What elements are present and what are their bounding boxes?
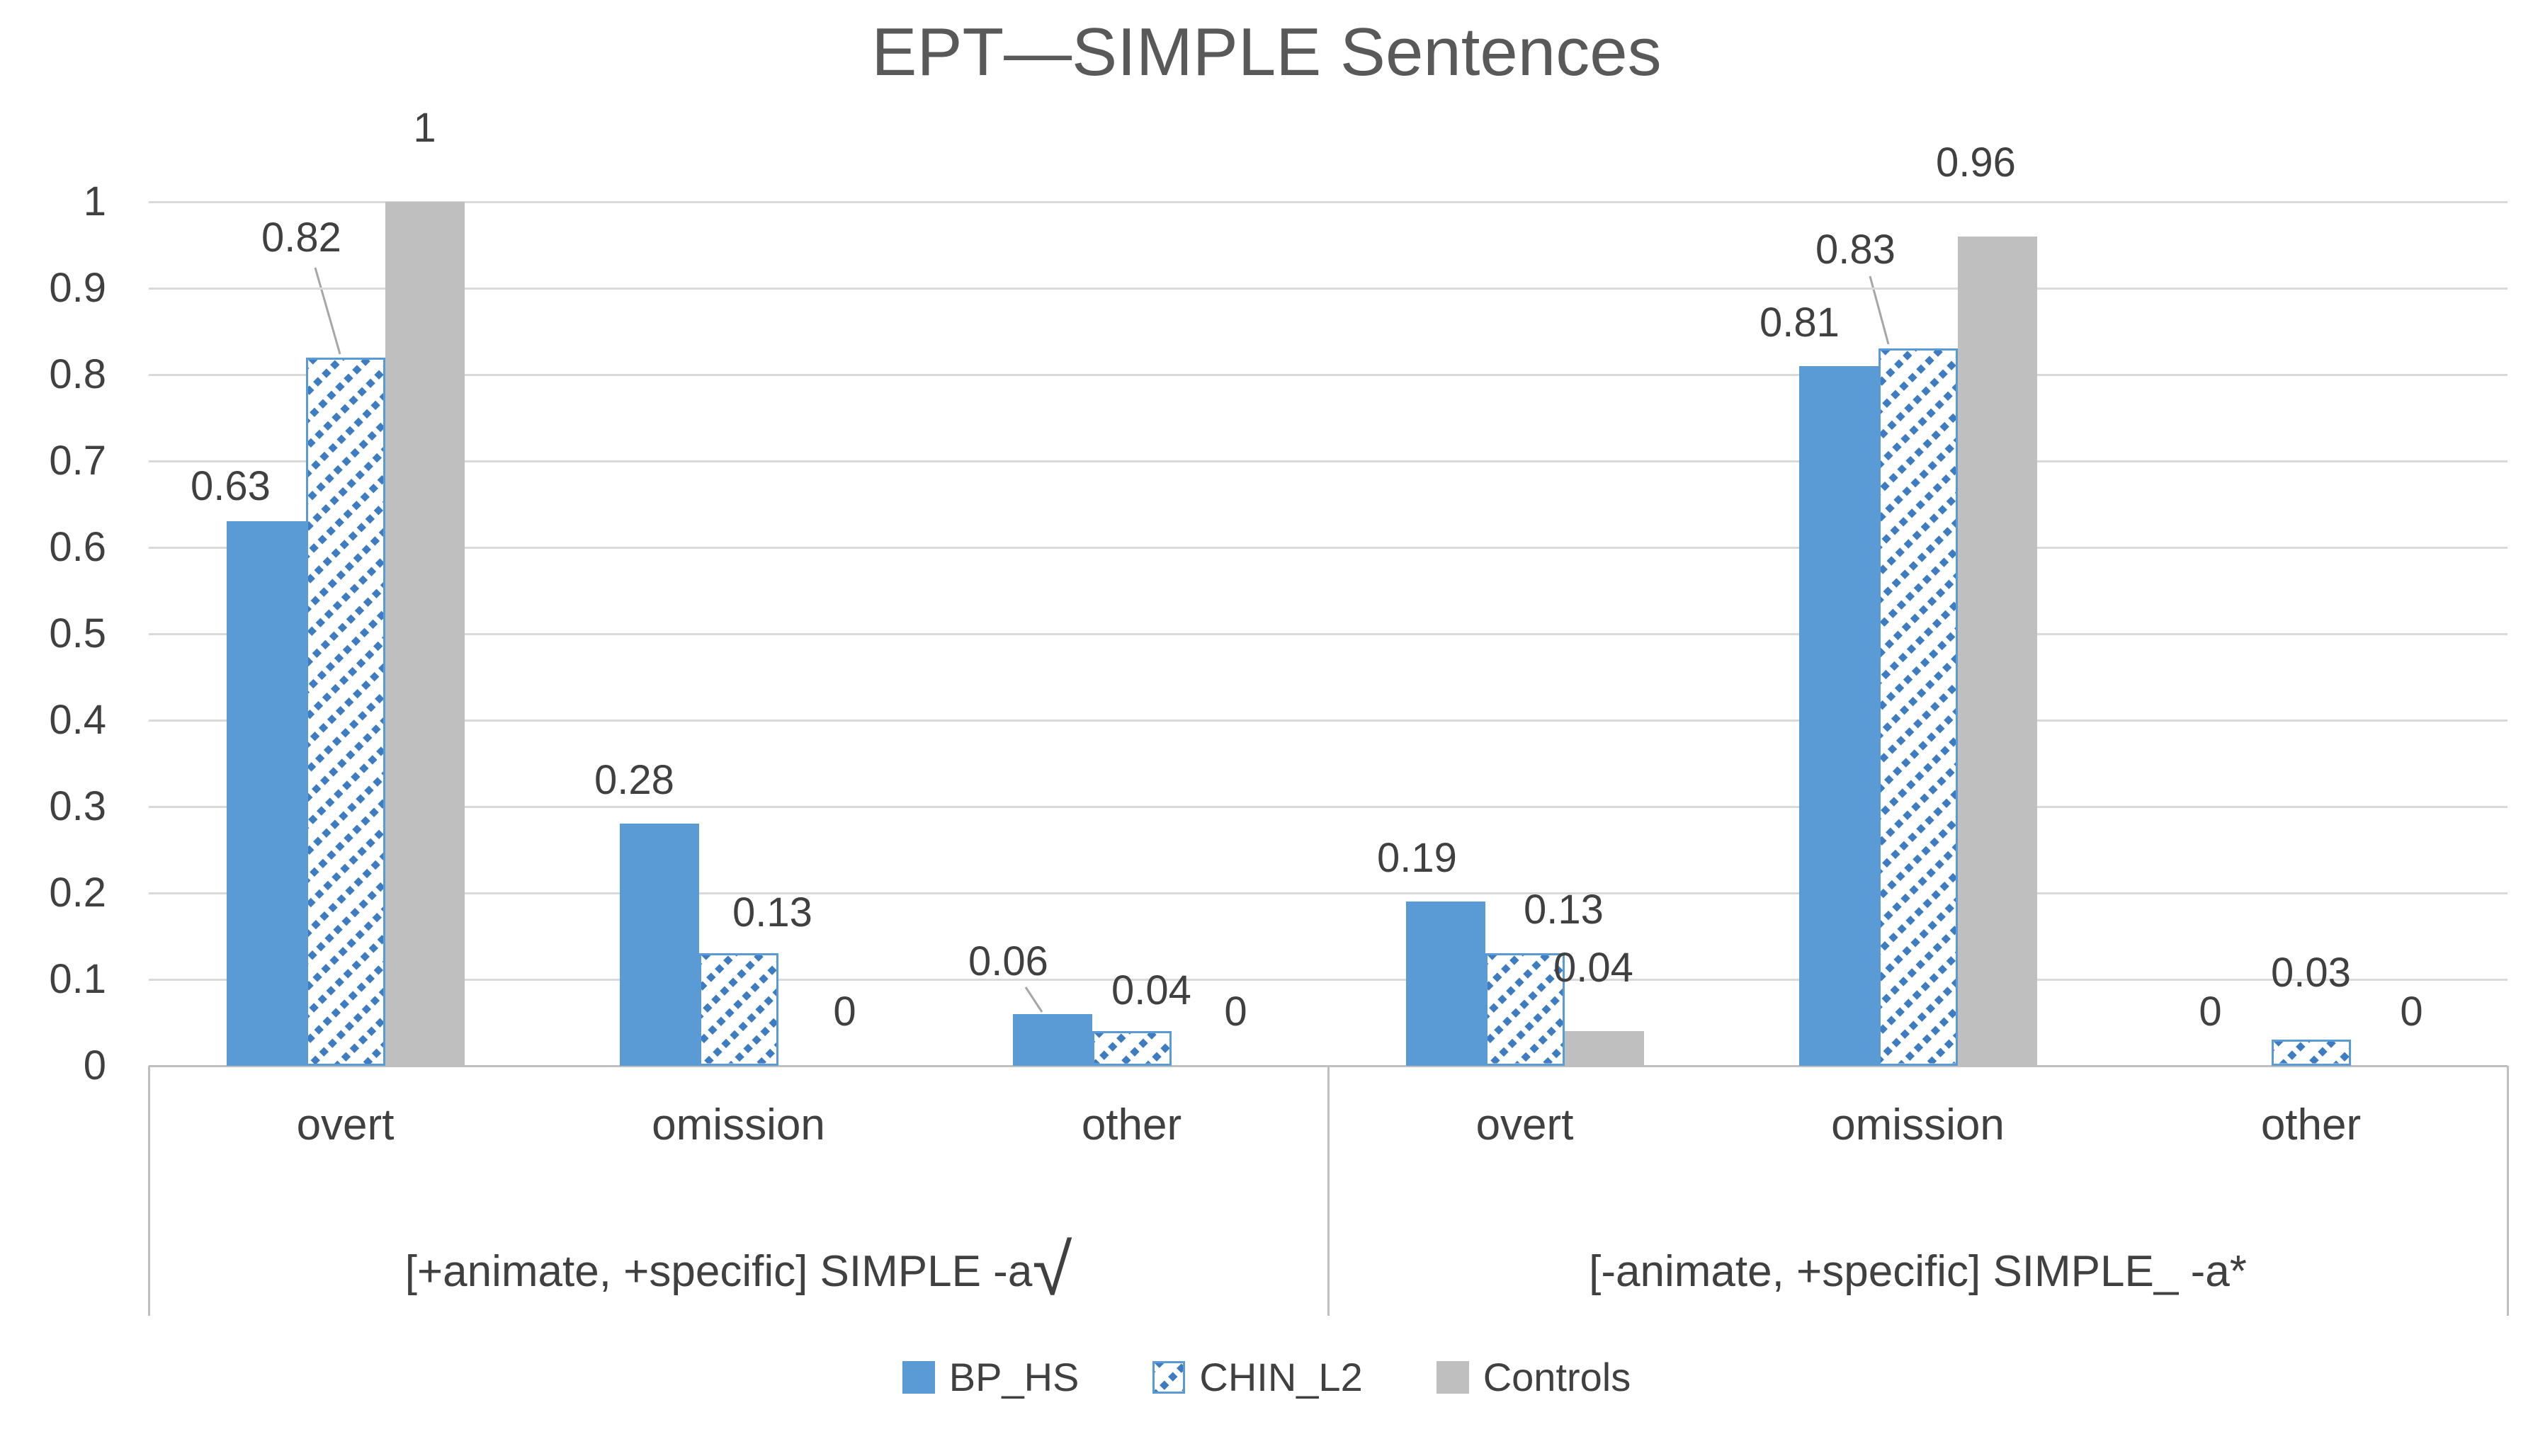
category-label-g1-other: other (1081, 1100, 1182, 1149)
category-label-g2-other: other (2260, 1100, 2362, 1149)
legend-swatch-bp-hs (902, 1360, 935, 1394)
data-label-chin_l2-g2-overt: 0.13 (1524, 887, 1604, 933)
category-label-g2-overt: overt (1475, 1100, 1574, 1149)
group-label-text: [+animate, +specific] SIMPLE -a (404, 1247, 1033, 1296)
gridline-1 (149, 200, 2508, 203)
y-axis-tick-label-0.2: 0.2 (49, 870, 106, 916)
y-axis-tick-label-0.4: 0.4 (49, 697, 106, 743)
group-label-minus-animate: [-animate, +specific] SIMPLE_ -a* (1328, 1231, 2508, 1313)
legend-item-bp-hs: BP_HS (902, 1354, 1080, 1400)
gridline-0.2 (149, 892, 2508, 894)
group-label-plus-animate: [+animate, +specific] SIMPLE -a√ (149, 1231, 1328, 1313)
chart-title: EPT—SIMPLE Sentences (871, 14, 1662, 90)
hatch-pattern-fill (701, 955, 776, 1064)
category-label-g1-omission: omission (652, 1100, 825, 1149)
y-axis-tick-label-0.9: 0.9 (49, 265, 106, 311)
y-axis-tick-label-1: 1 (83, 178, 106, 224)
bar-chin_l2-g1-overt (305, 357, 385, 1066)
legend: BP_HS CHIN_L2 Controls (0, 1354, 2533, 1400)
bar-chin_l2-g2-overt (1485, 953, 1565, 1066)
axis-divider-left (147, 1066, 150, 1316)
gridline-0.1 (149, 978, 2508, 981)
data-label-bp_hs-g2-other: 0 (2199, 989, 2222, 1035)
bar-bp_hs-g1-other (1012, 1013, 1092, 1066)
axis-divider-right (2506, 1066, 2509, 1316)
bar-controls-g2-overt (1564, 1031, 1644, 1066)
legend-label-chin-l2: CHIN_L2 (1199, 1355, 1363, 1399)
data-label-chin_l2-g2-omission: 0.83 (1815, 227, 1896, 273)
gridline-0.4 (149, 719, 2508, 722)
bar-bp_hs-g2-omission (1798, 365, 1878, 1066)
bar-bp_hs-g1-overt (226, 521, 306, 1066)
radical-symbol: √ (1032, 1229, 1072, 1310)
hatch-pattern-fill (1487, 955, 1563, 1064)
data-label-bp_hs-g1-other: 0.06 (968, 938, 1048, 984)
group-label-text: [-animate, +specific] SIMPLE_ -a* (1589, 1247, 2247, 1296)
bar-controls-g2-omission (1957, 236, 2037, 1066)
y-axis-tick-label-0.1: 0.1 (49, 956, 106, 1002)
legend-swatch-chin-l2 (1152, 1360, 1186, 1394)
bar-bp_hs-g2-overt (1405, 902, 1485, 1066)
data-label-controls-g1-omission: 0 (833, 989, 856, 1035)
y-axis-tick-label-0.6: 0.6 (49, 524, 106, 570)
gridline-0.9 (149, 287, 2508, 290)
gridline-0.7 (149, 460, 2508, 462)
legend-item-chin-l2: CHIN_L2 (1152, 1354, 1363, 1400)
category-label-g2-omission: omission (1831, 1100, 2005, 1149)
data-label-bp_hs-g2-omission: 0.81 (1760, 299, 1840, 346)
y-axis-tick-label-0.3: 0.3 (49, 783, 106, 829)
data-label-chin_l2-g1-overt: 0.82 (261, 214, 341, 261)
hatch-pattern-fill (2273, 1042, 2349, 1064)
gridline-0.5 (149, 632, 2508, 635)
bar-bp_hs-g1-omission (619, 824, 699, 1066)
data-label-controls-g2-omission: 0.96 (1936, 139, 2016, 186)
bar-chin_l2-g1-omission (698, 953, 778, 1066)
data-label-bp_hs-g1-omission: 0.28 (594, 757, 674, 804)
hatch-pattern-fill (1094, 1033, 1169, 1064)
gridline-0.8 (149, 373, 2508, 376)
legend-swatch-controls (1436, 1360, 1469, 1394)
data-label-chin_l2-g2-other: 0.03 (2271, 950, 2351, 996)
legend-label-bp-hs: BP_HS (948, 1355, 1080, 1399)
data-label-chin_l2-g1-other: 0.04 (1111, 967, 1191, 1014)
data-label-controls-g1-other: 0 (1224, 989, 1247, 1035)
legend-item-controls: Controls (1436, 1354, 1631, 1400)
hatch-pattern-fill (307, 359, 383, 1064)
gridline-0.3 (149, 805, 2508, 808)
bar-controls-g1-overt (385, 202, 465, 1066)
bar-chin_l2-g1-other (1092, 1031, 1172, 1066)
gridline-0.6 (149, 546, 2508, 549)
data-label-bp_hs-g1-overt: 0.63 (191, 463, 271, 510)
hatch-pattern-fill (1880, 351, 1956, 1064)
bar-chin_l2-g2-omission (1878, 348, 1958, 1066)
y-axis-tick-label-0.7: 0.7 (49, 438, 106, 484)
y-axis-tick-label-0: 0 (83, 1042, 106, 1088)
bar-chin_l2-g2-other (2271, 1040, 2351, 1066)
legend-label-controls: Controls (1483, 1355, 1631, 1399)
data-label-controls-g2-other: 0 (2400, 989, 2423, 1035)
axis-divider-middle (1327, 1066, 1330, 1316)
y-axis-tick-label-0.5: 0.5 (49, 610, 106, 656)
data-label-bp_hs-g2-overt: 0.19 (1377, 835, 1457, 882)
data-label-controls-g2-overt: 0.04 (1553, 945, 1633, 991)
data-label-chin_l2-g1-omission: 0.13 (732, 889, 812, 936)
hatch-pattern-fill (1155, 1363, 1184, 1392)
data-label-controls-g1-overt: 1 (413, 105, 436, 151)
y-axis-tick-label-0.8: 0.8 (49, 351, 106, 397)
category-label-g1-overt: overt (296, 1100, 395, 1149)
